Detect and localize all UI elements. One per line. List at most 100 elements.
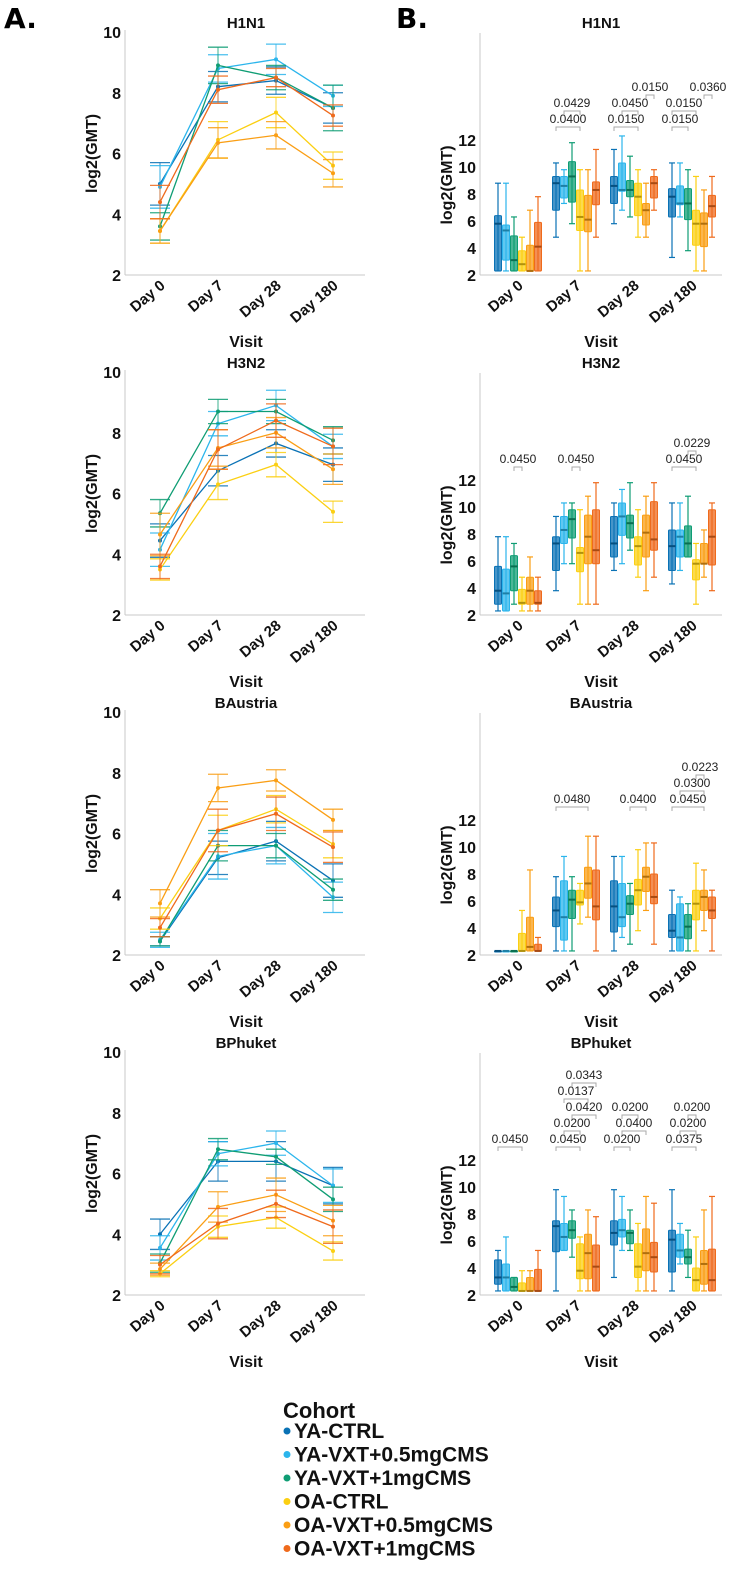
box — [610, 515, 618, 558]
data-point — [274, 75, 278, 80]
box — [684, 525, 692, 558]
significance-annotations: 0.0400 0.0429 — [550, 96, 591, 131]
significance-bracket — [571, 1082, 597, 1087]
series-line — [159, 813, 334, 928]
legend-swatch-icon — [283, 1545, 291, 1552]
chart-title: H1N1 — [227, 15, 265, 32]
box — [626, 895, 634, 915]
significance-bracket — [497, 1146, 523, 1151]
data-point — [158, 925, 162, 930]
legend-item: OA-VXT+1mgCMS — [283, 1538, 475, 1561]
box-group-day-0 — [494, 1236, 542, 1292]
box-group-day-7 — [552, 142, 600, 272]
box — [526, 1276, 534, 1292]
series-line — [159, 64, 334, 227]
y-axis-label: log2(GMT) — [84, 1134, 101, 1213]
box-group-day-28 — [610, 1189, 658, 1292]
x-axis-label: Visit — [229, 1354, 263, 1371]
series-ya-ctrl — [150, 1140, 343, 1251]
box — [568, 161, 576, 203]
data-point — [331, 444, 335, 449]
box — [642, 1228, 650, 1272]
box — [618, 1218, 626, 1238]
series-oa-vxt-1mgcms — [150, 403, 343, 580]
legend-item: OA-VXT+0.5mgCMS — [283, 1514, 493, 1537]
box — [642, 202, 650, 226]
legend-swatch-icon — [283, 1451, 291, 1458]
x-tick-label: Day 28 — [595, 957, 643, 1001]
series-ya-ctrl — [150, 66, 343, 206]
y-tick-label: 10 — [103, 365, 121, 382]
y-tick-label: 8 — [467, 1207, 476, 1224]
significance-bracket — [645, 94, 655, 99]
significance-bracket — [563, 110, 581, 115]
y-tick-label: 2 — [467, 948, 476, 965]
data-point — [216, 140, 220, 145]
box — [510, 555, 518, 592]
box — [668, 188, 676, 218]
y-tick-label: 4 — [112, 547, 121, 564]
box — [634, 182, 642, 217]
significance-bracket — [671, 126, 689, 131]
y-tick-label: 2 — [467, 608, 476, 625]
box — [708, 1248, 716, 1292]
legend-swatch-icon — [283, 1521, 291, 1529]
significance-bracket — [671, 1146, 697, 1151]
legend-item: OA-CTRL — [283, 1491, 389, 1514]
series-line — [159, 432, 334, 535]
y-tick-label: 12 — [458, 1153, 476, 1170]
data-point — [216, 87, 220, 92]
significance-bracket — [671, 806, 705, 811]
box — [592, 181, 600, 206]
data-point — [158, 901, 162, 906]
box — [518, 1282, 526, 1292]
box-group-day-0 — [494, 536, 542, 612]
p-value-label: 0.0400 — [550, 112, 587, 126]
legend-item: YA-CTRL — [283, 1420, 384, 1443]
series-line — [159, 1216, 334, 1275]
box-group-day-28 — [610, 135, 658, 238]
chart-title: BPhuket — [571, 1035, 632, 1052]
y-tick-label: 6 — [467, 894, 476, 911]
box — [552, 175, 560, 211]
data-point — [274, 57, 278, 62]
data-point — [158, 200, 162, 205]
y-tick-label: 10 — [458, 160, 476, 177]
y-tick-label: 2 — [112, 1288, 121, 1305]
y-tick-label: 4 — [467, 921, 476, 938]
box-group-day-180 — [668, 162, 716, 272]
data-point — [274, 811, 278, 816]
legend-label: OA-CTRL — [294, 1491, 389, 1514]
y-tick-label: 8 — [467, 527, 476, 544]
series-line — [159, 76, 334, 203]
legend-label: YA-VXT+0.5mgCMS — [294, 1444, 489, 1467]
x-tick-label: Day 180 — [646, 1297, 700, 1346]
legend-label: OA-VXT+1mgCMS — [294, 1538, 475, 1561]
box — [592, 1244, 600, 1292]
chart-title: H3N2 — [582, 355, 620, 372]
data-point — [331, 1248, 335, 1253]
significance-bracket — [563, 1098, 589, 1103]
box — [494, 565, 502, 605]
data-point — [274, 1154, 278, 1159]
y-axis-label: log2(GMT) — [84, 114, 101, 193]
significance-bracket — [563, 1130, 581, 1135]
series-line — [159, 1142, 334, 1249]
p-value-label: 0.0200 — [554, 1116, 591, 1130]
box — [676, 185, 684, 206]
significance-bracket — [621, 1114, 639, 1119]
legend-item: YA-VXT+0.5mgCMS — [283, 1444, 489, 1467]
legend-item: YA-VXT+1mgCMS — [283, 1467, 471, 1490]
x-tick-label: Day 0 — [485, 957, 527, 996]
box — [510, 235, 518, 272]
x-tick-label: Day 0 — [485, 1297, 527, 1336]
box — [518, 250, 526, 272]
series-line — [159, 1148, 334, 1264]
box-group-day-7 — [552, 835, 600, 952]
box-group-day-7 — [552, 482, 600, 605]
data-point — [274, 133, 278, 138]
box — [518, 932, 526, 952]
y-axis-label: log2(GMT) — [439, 145, 456, 224]
box — [534, 943, 542, 952]
y-tick-label: 10 — [458, 1180, 476, 1197]
